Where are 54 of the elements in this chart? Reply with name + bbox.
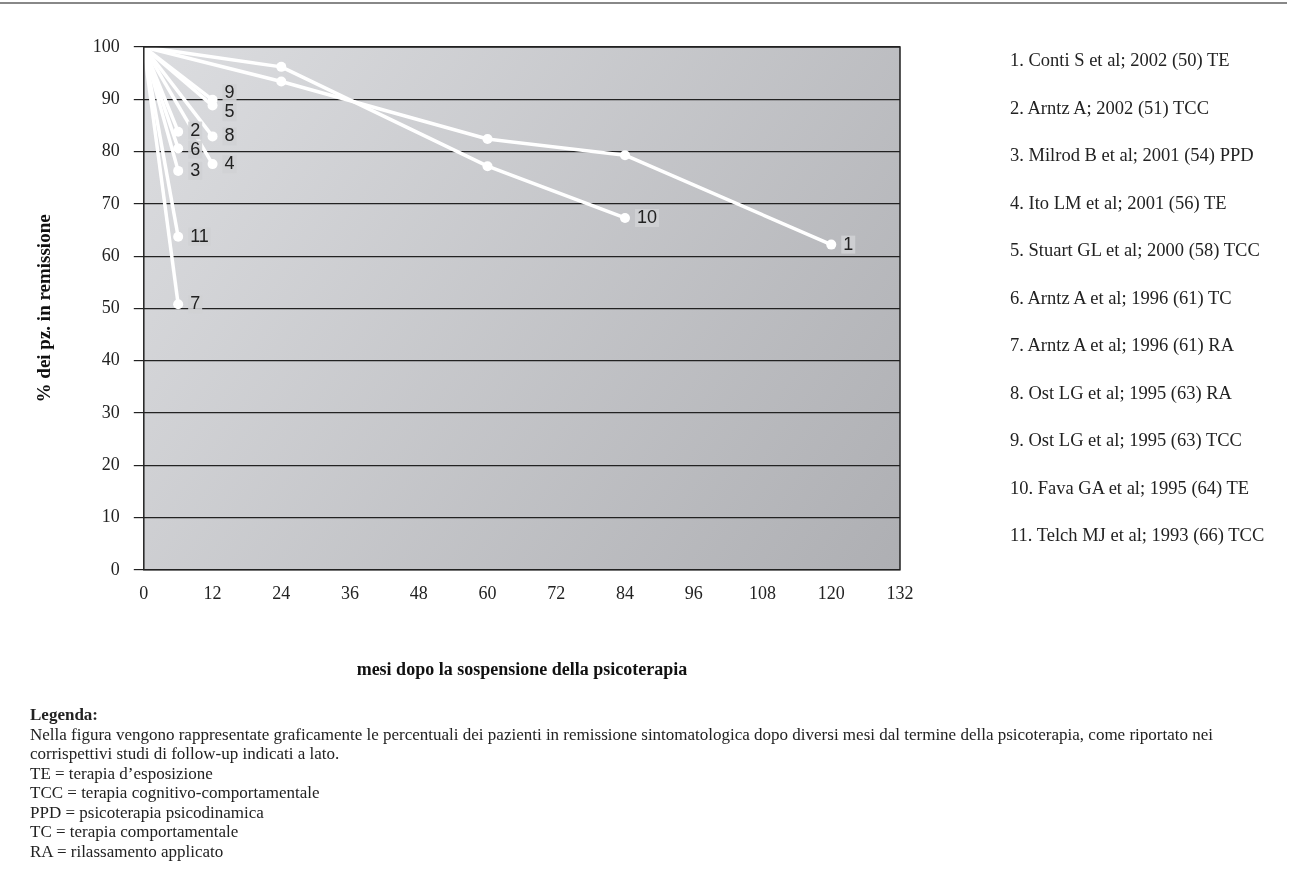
series-label: 7 xyxy=(190,293,201,314)
text: 2. Arntz A; 2002 (51) TCC xyxy=(1010,97,1211,120)
x-tick-label: 120 xyxy=(817,583,845,604)
text: 5. Stuart GL et al; 2000 (58) TCC xyxy=(1010,240,1261,262)
x-tick-label: 60 xyxy=(478,583,497,604)
series-label: 4 xyxy=(224,153,235,174)
y-tick-label: 50 xyxy=(101,297,120,318)
x-tick-label: 132 xyxy=(886,583,914,604)
text: 11. Telch MJ et al; 1993 (66) TCC xyxy=(1010,525,1265,547)
text: 6. Arntz A et al; 1996 (61) TC xyxy=(1010,287,1233,310)
y-tick-label: 100 xyxy=(92,35,120,56)
x-axis-title: mesi dopo la sospensione della psicoterapia xyxy=(356,658,688,679)
text: 8. Ost LG et al; 1995 (63) RA xyxy=(1010,382,1233,405)
y-tick-label: 80 xyxy=(101,140,120,161)
text: RA = rilassamento applicato xyxy=(30,841,225,861)
x-tick-label: 36 xyxy=(341,583,360,604)
x-tick-label: 12 xyxy=(203,583,222,604)
text: 9. Ost LG et al; 1995 (63) TCC xyxy=(1010,430,1243,452)
text: 4. Ito LM et al; 2001 (56) TE xyxy=(1010,192,1228,215)
y-tick-label: 0 xyxy=(110,558,120,579)
text: 1. Conti S et al; 2002 (50) TE xyxy=(1010,50,1231,72)
y-tick-label: 20 xyxy=(101,453,120,474)
series-label: 9 xyxy=(224,82,235,103)
x-tick-label: 72 xyxy=(547,583,566,604)
text: TC = terapia comportamentale xyxy=(30,822,240,842)
series-label: 3 xyxy=(190,159,201,180)
text: Nella figura vengono rappresentate graficamente le percentuali dei pazienti in remissione sintomatologica dopo diversi mesi dal termine della psicoterapia, come riportato nei corrispettivi studi di follow-up indicati a lato. xyxy=(30,724,1214,764)
text: PPD = psicoterapia psicodinamica xyxy=(30,802,265,822)
text: 7. Arntz A et al; 1996 (61) RA xyxy=(1010,335,1236,357)
series-label: 10 xyxy=(637,206,658,227)
series-label: 2 xyxy=(190,119,201,140)
y-tick-label: 70 xyxy=(101,192,120,213)
y-tick-label: 40 xyxy=(101,349,120,370)
x-tick-label: 108 xyxy=(749,583,777,604)
text: 10. Fava GA et al; 1995 (64) TE xyxy=(1010,477,1251,500)
x-tick-label: 0 xyxy=(139,583,149,604)
x-tick-label: 96 xyxy=(684,583,703,604)
y-tick-label: 60 xyxy=(101,244,120,265)
series-label: 1 xyxy=(843,233,854,254)
x-tick-label: 84 xyxy=(616,583,635,604)
y-axis-title: % dei pz. in remissione xyxy=(33,214,55,403)
text: 3. Milrod B et al; 2001 (54) PPD xyxy=(1010,145,1255,167)
series-label: 8 xyxy=(224,125,235,146)
x-tick-label: 48 xyxy=(409,583,428,604)
y-tick-label: 30 xyxy=(101,401,120,422)
series-label: 11 xyxy=(190,225,209,246)
text: TE = terapia d’esposizione xyxy=(30,763,214,783)
text: Legenda: xyxy=(30,705,99,725)
y-tick-label: 90 xyxy=(101,88,120,109)
series-label: 5 xyxy=(224,101,235,122)
x-tick-label: 24 xyxy=(272,583,291,604)
text: TCC = terapia cognitivo-comportamentale xyxy=(30,783,321,803)
series-label: 6 xyxy=(190,138,201,159)
y-tick-label: 10 xyxy=(101,506,120,527)
